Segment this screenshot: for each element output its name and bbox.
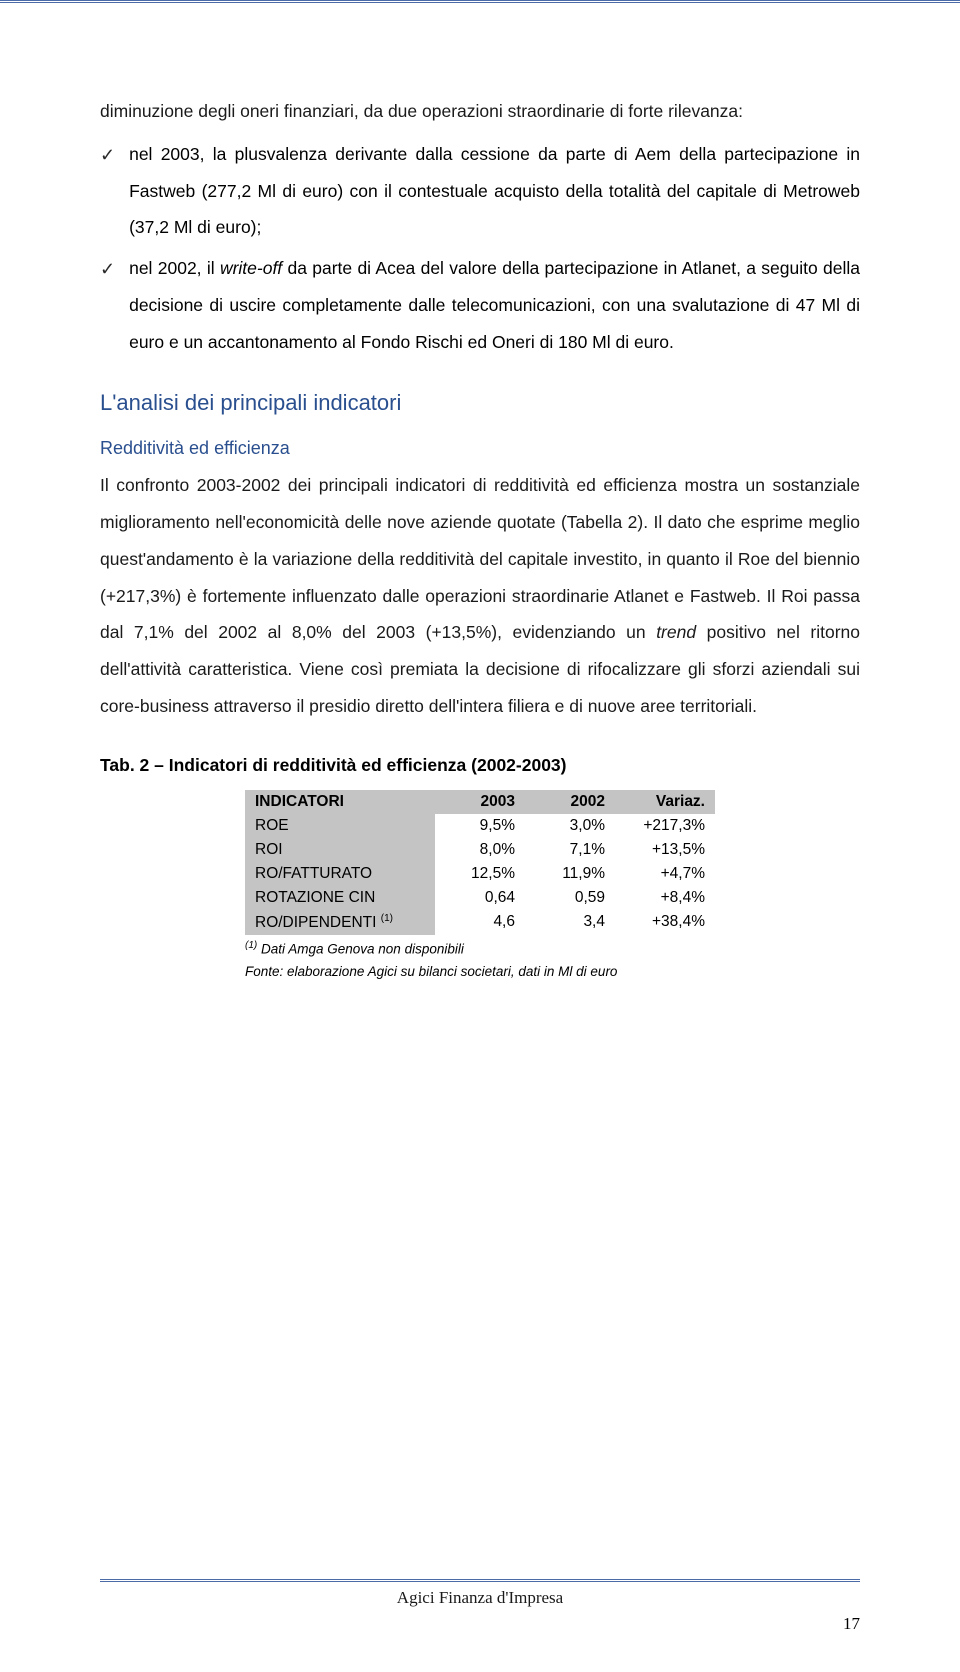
table-wrapper: INDICATORI 2003 2002 Variaz. ROE9,5%3,0%…	[100, 790, 860, 982]
cell-value: 8,0%	[435, 838, 525, 862]
cell-value: 12,5%	[435, 862, 525, 886]
table-row: ROTAZIONE CIN0,640,59+8,4%	[245, 886, 715, 910]
section-heading: L'analisi dei principali indicatori	[100, 390, 860, 416]
table-footnote: (1) Dati Amga Genova non disponibili	[245, 939, 715, 959]
body-paragraph: Il confronto 2003-2002 dei principali in…	[100, 467, 860, 724]
cell-value: +8,4%	[615, 886, 715, 910]
bullet-text: nel 2002, il write-off da parte di Acea …	[129, 250, 860, 360]
table-header-row: INDICATORI 2003 2002 Variaz.	[245, 790, 715, 814]
cell-value: 3,4	[525, 910, 615, 935]
cell-value: 4,6	[435, 910, 525, 935]
table-row: RO/FATTURATO12,5%11,9%+4,7%	[245, 862, 715, 886]
indicators-table: INDICATORI 2003 2002 Variaz. ROE9,5%3,0%…	[245, 790, 715, 935]
table-row: RO/DIPENDENTI (1)4,63,4+38,4%	[245, 910, 715, 935]
intro-paragraph: diminuzione degli oneri finanziari, da d…	[100, 93, 860, 130]
row-label: ROE	[245, 814, 435, 838]
cell-value: +13,5%	[615, 838, 715, 862]
row-label: ROTAZIONE CIN	[245, 886, 435, 910]
bullet-text: nel 2003, la plusvalenza derivante dalla…	[129, 136, 860, 246]
bullet-pre: nel 2002, il	[129, 258, 220, 278]
row-label: ROI	[245, 838, 435, 862]
table-title: Tab. 2 – Indicatori di redditività ed ef…	[100, 755, 860, 776]
subsection-heading: Redditività ed efficienza	[100, 438, 860, 459]
col-header: INDICATORI	[245, 790, 435, 814]
row-label: RO/DIPENDENTI (1)	[245, 910, 435, 935]
bullet-pre: nel 2003, la plusvalenza derivante dalla…	[129, 144, 860, 238]
footer-text: Agici Finanza d'Impresa	[100, 1588, 860, 1608]
row-label: RO/FATTURATO	[245, 862, 435, 886]
page-footer: Agici Finanza d'Impresa 17	[100, 1579, 860, 1634]
page: diminuzione degli oneri finanziari, da d…	[0, 0, 960, 1672]
page-number: 17	[100, 1614, 860, 1634]
list-item: ✓ nel 2002, il write-off da parte di Ace…	[100, 250, 860, 360]
cell-value: 11,9%	[525, 862, 615, 886]
cell-value: 7,1%	[525, 838, 615, 862]
check-icon: ✓	[100, 137, 115, 175]
footnote-text: Dati Amga Genova non disponibili	[257, 941, 464, 956]
table-row: ROE9,5%3,0%+217,3%	[245, 814, 715, 838]
cell-value: 9,5%	[435, 814, 525, 838]
cell-value: +38,4%	[615, 910, 715, 935]
cell-value: +217,3%	[615, 814, 715, 838]
cell-value: 0,64	[435, 886, 525, 910]
table-source: Fonte: elaborazione Agici su bilanci soc…	[245, 963, 715, 982]
table-block: INDICATORI 2003 2002 Variaz. ROE9,5%3,0%…	[245, 790, 715, 982]
cell-value: 0,59	[525, 886, 615, 910]
bullet-list: ✓ nel 2003, la plusvalenza derivante dal…	[100, 136, 860, 361]
cell-value: +4,7%	[615, 862, 715, 886]
para-italic: trend	[656, 622, 696, 642]
bullet-italic: write-off	[220, 258, 282, 278]
col-header: Variaz.	[615, 790, 715, 814]
cell-value: 3,0%	[525, 814, 615, 838]
col-header: 2002	[525, 790, 615, 814]
footnote-sup: (1)	[245, 940, 257, 951]
row-label-sup: (1)	[381, 913, 393, 924]
para-pre: Il confronto 2003-2002 dei principali in…	[100, 475, 860, 642]
check-icon: ✓	[100, 251, 115, 289]
col-header: 2003	[435, 790, 525, 814]
table-row: ROI8,0%7,1%+13,5%	[245, 838, 715, 862]
list-item: ✓ nel 2003, la plusvalenza derivante dal…	[100, 136, 860, 246]
